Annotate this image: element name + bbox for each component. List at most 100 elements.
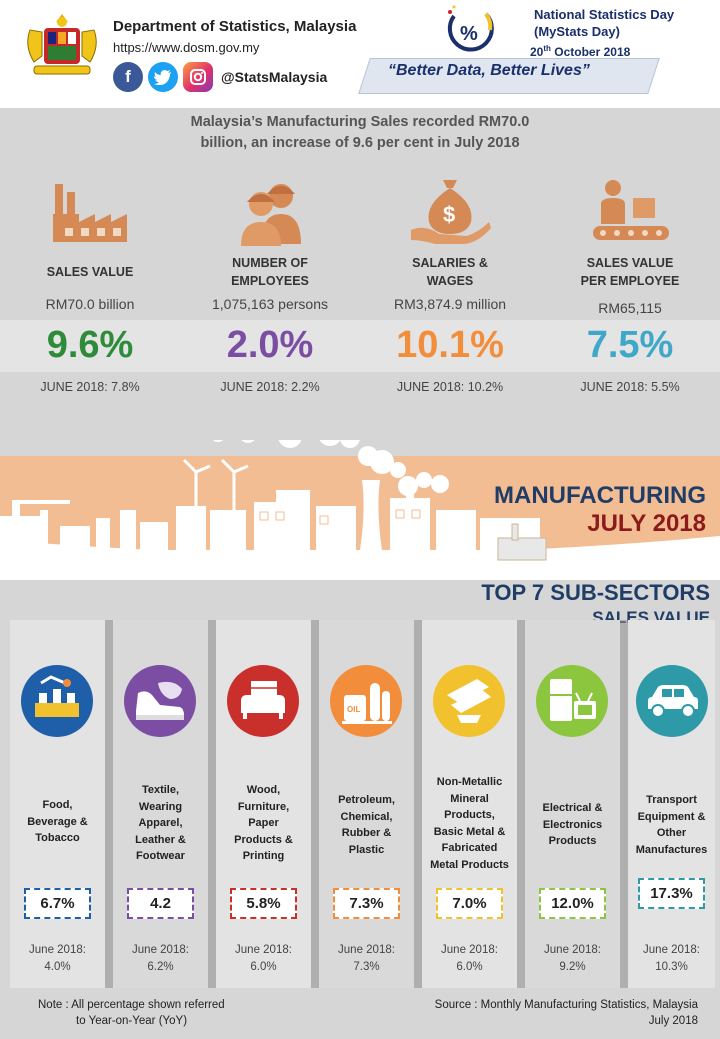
sector-name-line: Other [656,827,687,839]
sector-name-line: Chemical, [340,810,393,823]
social-handle[interactable]: @StatsMalaysia [221,69,328,85]
sector-name-line: Fabricated [441,842,498,854]
column-divider [105,620,113,988]
top7-title: TOP 7 SUB-SECTORS [481,580,710,605]
sector-name-line: Plastic [348,843,385,856]
svg-text:OIL: OIL [347,705,360,714]
industrial-skyline-banner [0,440,720,580]
sector-name-line: Apparel, [138,817,183,829]
stat-label: SALARIES & WAGES [360,254,540,290]
sector-name-line: Electronics [542,818,603,831]
nsd-date: 20th October 2018 [530,44,630,59]
sector-percentage: 17.3% [638,878,705,909]
sector-name-line: Footwear [136,850,185,862]
oil-drum-icon: OIL [330,665,402,737]
instagram-icon[interactable] [183,62,213,92]
stat-label: NUMBER OF EMPLOYEES [180,254,360,290]
org-url-link[interactable]: https://www.dosm.gov.my [113,40,260,55]
sector-june-value: 6.0% [456,961,483,973]
headline-line2: billion, an increase of 9.6 per cent in … [200,135,520,151]
sector-june-comparison: June 2018: 6.2% [113,942,208,976]
sector-june-label: June 2018: [235,944,292,956]
sector-name-line: Mineral [450,792,489,805]
facebook-icon[interactable]: f [113,62,143,92]
money-bag-icon: $ [411,180,491,244]
sector-percentage: 4.2 [127,888,194,919]
sector-june-value: 7.3% [353,961,380,973]
column-divider [517,620,525,988]
sector-name-line: Products [548,835,597,847]
footnote-line2: to Year-on-Year (YoY) [76,1015,188,1027]
stat-sales-value [0,174,180,246]
sector-name-line: Electrical & [542,802,603,814]
sector-name-line: Textile, [141,784,180,796]
metal-beam-icon [433,665,505,737]
stat-label-line: NUMBER OF [232,256,308,270]
sector-june-comparison: June 2018: 7.3% [319,942,414,976]
sector-name-line: Paper [248,817,279,829]
sector-name: Petroleum, Chemical, Rubber & Plastic [319,792,414,858]
sector-name-line: Beverage & [27,815,88,828]
sector-june-value: 6.0% [250,961,277,973]
sector-name-line: Transport [646,794,697,806]
sector-name: Transport Equipment & Other Manufactures [628,792,715,858]
stat-label-line: SALES VALUE [46,265,134,279]
sector-name-line: Basic Metal & [433,825,506,838]
source-note: Source : Monthly Manufacturing Statistic… [435,997,698,1029]
stat-june-comparison: JUNE 2018: 2.2% [220,380,320,394]
sector-june-comparison: June 2018: 9.2% [525,942,620,976]
sector-june-label: June 2018: [544,944,601,956]
stat-june-comparison: JUNE 2018: 5.5% [580,380,680,394]
sector-name-line: Metal Products [430,858,509,871]
stat-june-comparison: JUNE 2018: 7.8% [40,380,140,394]
stat-percentage: 2.0% [226,324,314,366]
sector-card-wood: Wood, Furniture, Paper Products & Printi… [216,620,311,988]
footnote: Note : All percentage shown referred to … [38,997,225,1029]
nsd-title-line2: (MyStats Day) [534,24,620,39]
headline: Malaysia’s Manufacturing Sales recorded … [0,112,720,154]
sector-june-label: June 2018: [441,944,498,956]
column-divider [620,620,628,988]
sector-name: Food, Beverage & Tobacco [10,797,105,847]
stat-value: 1,075,163 persons [212,296,328,312]
headline-line1: Malaysia’s Manufacturing Sales recorded … [190,114,530,130]
sector-percentage: 12.0% [539,888,606,919]
percentage-row [0,320,720,372]
car-icon [636,665,708,737]
org-name: Department of Statistics, Malaysia [113,18,357,35]
nsd-date-suffix: th [543,44,551,53]
sector-june-label: June 2018: [29,944,86,956]
sector-june-value: 9.2% [559,961,586,973]
sector-name-line: Equipment & [637,810,706,823]
manufacturing-title: MANUFACTURING JULY 2018 [494,482,706,538]
stat-percentage: 7.5% [586,324,674,366]
sector-card-textile: Textile, Wearing Apparel, Leather & Foot… [113,620,208,988]
sector-june-value: 6.2% [147,961,174,973]
sector-name-line: Printing [242,850,285,862]
sector-june-value: 10.3% [655,961,688,973]
factory-icon [53,184,127,242]
column-divider [208,620,216,988]
sector-card-transport: Transport Equipment & Other Manufactures… [628,620,715,988]
sector-june-value: 4.0% [44,961,71,973]
source-line1: Source : Monthly Manufacturing Statistic… [434,999,698,1011]
stat-value: RM3,874.9 million [393,296,507,312]
stat-per-employee [540,174,720,246]
sector-name-line: Leather & [135,833,186,846]
social-links: f @StatsMalaysia [113,62,327,92]
sector-name-line: Wood, [246,784,281,796]
footnote-line1: Note : All percentage shown referred [38,999,225,1011]
stat-label: SALES VALUE [0,263,180,281]
workers-icon [241,184,301,246]
twitter-icon[interactable] [148,62,178,92]
sector-name-line: Manufactures [635,843,708,856]
sector-card-metal: Non-Metallic Mineral Products, Basic Met… [422,620,517,988]
sector-june-comparison: June 2018: 10.3% [628,942,715,976]
sector-name-line: Tobacco [35,832,80,844]
sector-name-line: Petroleum, [338,794,395,806]
stat-label-line: SALARIES & [412,256,488,270]
source-line2: July 2018 [648,1015,698,1027]
stat-label-line: WAGES [426,274,474,288]
sector-name-line: Furniture, [237,800,290,813]
furniture-icon [227,665,299,737]
